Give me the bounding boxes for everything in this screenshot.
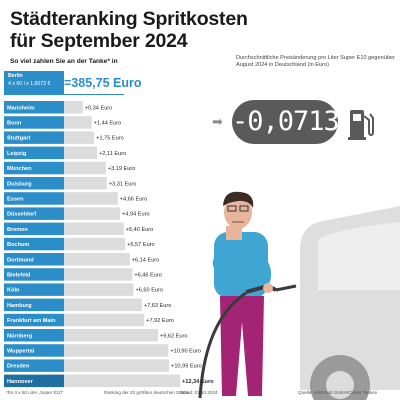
category-label: Bielefeld — [7, 272, 31, 278]
category-label: Bochum — [7, 242, 29, 248]
bar-track — [64, 374, 180, 388]
value-label: +1,75 Euro — [96, 136, 124, 142]
category-label: Leipzig — [7, 151, 27, 157]
value-label: +1,44 Euro — [94, 120, 122, 126]
berlin-label: Berlin — [8, 73, 23, 79]
bar — [4, 131, 64, 144]
bar-track — [64, 344, 169, 357]
category-label: Hamburg — [7, 303, 32, 309]
source-note: Quelle: infoRoad GmbH/Clever Tanken — [298, 390, 378, 395]
value-label: +5,57 Euro — [127, 242, 155, 248]
bar — [4, 329, 64, 342]
bar — [4, 222, 64, 236]
chart-title: Städteranking Spritkosten für September … — [10, 8, 248, 52]
bar — [4, 359, 64, 372]
illustration — [198, 191, 400, 400]
bar — [4, 146, 64, 160]
bar — [4, 161, 64, 175]
title-line-1: Städteranking Spritkosten — [10, 8, 248, 30]
value-label: +4,94 Euro — [122, 212, 150, 218]
value-label: +7,63 Euro — [144, 303, 172, 309]
price-change-label: Durchschnittliche Preisänderung pro Lite… — [236, 55, 395, 68]
value-label: +10,99 Euro — [171, 364, 202, 370]
bar-track — [64, 192, 118, 205]
bar-track — [64, 161, 106, 175]
berlin-box: Berlin 4 x 60 l x 1,6073 € — [4, 71, 64, 95]
bar — [4, 207, 64, 220]
category-label: Nürnberg — [7, 333, 33, 339]
bars-group: Mannheim +0,34 Euro Bonn +1,44 Euro Stuttgar… — [4, 101, 214, 388]
value-label: +7,92 Euro — [146, 318, 174, 324]
fuel-pump-icon — [348, 110, 374, 140]
category-label: Hannover — [7, 379, 34, 385]
bar-track — [64, 207, 121, 220]
value-label: +4,66 Euro — [120, 196, 148, 202]
bar — [4, 344, 64, 357]
bar-track — [64, 146, 98, 160]
category-label: Bremen — [7, 227, 28, 233]
bar-track — [64, 116, 92, 129]
category-label: München — [7, 166, 32, 172]
price-change-value: -0,0713 — [232, 100, 340, 144]
footnote: *für 4 x 60 Liter „Super E10" — [6, 390, 64, 395]
berlin-total: =385,75 Euro — [64, 76, 142, 90]
bar-track — [64, 313, 145, 327]
bar-track — [64, 268, 133, 281]
category-label: Wuppertal — [7, 348, 35, 354]
category-label: Köln — [7, 288, 20, 294]
value-label: +2,11 Euro — [99, 151, 126, 157]
bar — [4, 374, 64, 388]
bar — [4, 268, 64, 281]
category-label: Dresden — [7, 364, 30, 370]
category-label: Dortmund — [7, 257, 34, 263]
bar — [4, 101, 64, 114]
bar-track — [64, 177, 107, 190]
bar — [4, 313, 64, 327]
category-label: Stuttgart — [7, 136, 30, 142]
bar — [4, 177, 64, 190]
value-label: +10,90 Euro — [170, 348, 201, 354]
category-label: Bonn — [7, 120, 22, 126]
value-label: +3,19 Euro — [108, 166, 136, 172]
category-label: Mannheim — [7, 105, 35, 111]
bar-track — [64, 101, 83, 114]
arrow-right-icon: ➡ — [212, 114, 223, 129]
title-line-2: für September 2024 — [10, 30, 188, 52]
category-label: Düsseldorf — [7, 212, 36, 218]
value-label: +6,14 Euro — [132, 257, 160, 263]
value-label: +6,60 Euro — [135, 288, 163, 294]
bar-track — [64, 298, 142, 312]
bar-track — [64, 359, 170, 372]
value-label: +9,62 Euro — [160, 333, 188, 339]
bar-track — [64, 237, 126, 251]
date-note: Stand: 01.10.2024 — [180, 390, 218, 395]
berlin-underline — [64, 94, 124, 95]
value-label: +6,46 Euro — [134, 272, 162, 278]
value-label: +0,34 Euro — [85, 105, 113, 111]
bar — [4, 116, 64, 129]
bar-track — [64, 253, 130, 266]
bar-track — [64, 131, 95, 144]
bar — [4, 192, 64, 205]
ranking-note: Ranking der 20 größten deutschen Städte — [104, 390, 190, 395]
bar — [4, 298, 64, 312]
category-label: Essen — [7, 196, 24, 202]
value-label: +5,40 Euro — [126, 227, 154, 233]
category-label: Duisburg — [7, 181, 32, 187]
bar — [4, 253, 64, 266]
value-label: +12,34 Euro — [182, 379, 214, 385]
bar-track — [64, 329, 158, 342]
bar-track — [64, 222, 124, 236]
category-label: Frankfurt am Main — [7, 318, 56, 324]
bar-track — [64, 283, 134, 296]
berlin-formula: 4 x 60 l x 1,6073 € — [8, 81, 51, 87]
subtitle: So viel zahlen Sie an der Tanke* in — [10, 58, 118, 65]
value-label: +3,31 Euro — [109, 181, 137, 187]
bar — [4, 237, 64, 251]
bar — [4, 283, 64, 296]
